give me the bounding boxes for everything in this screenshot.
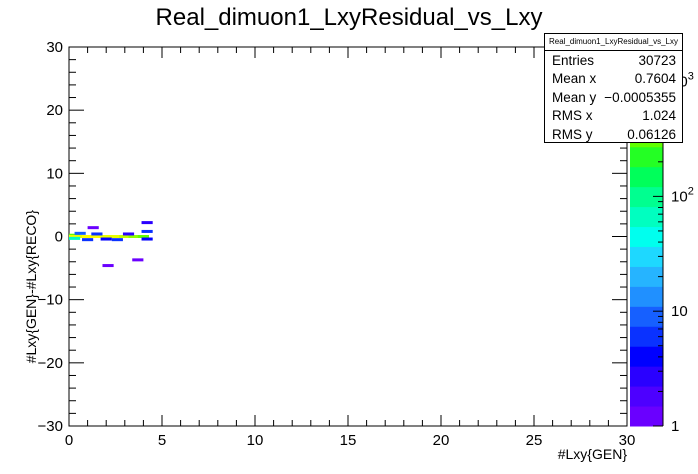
- palette-segment: [630, 346, 663, 367]
- stats-value: 0.7604: [634, 71, 676, 87]
- stats-label: Mean x: [552, 71, 597, 87]
- statistics-box: Real_dimuon1_LxyResidual_vs_Lxy Entries …: [544, 33, 683, 143]
- y-tick-label: −10: [38, 292, 63, 309]
- stats-title: Real_dimuon1_LxyResidual_vs_Lxy: [545, 34, 682, 51]
- heatmap-cell: [69, 236, 81, 240]
- heatmap-cell: [74, 231, 86, 235]
- stats-label: RMS x: [552, 108, 593, 124]
- x-tick-label: 15: [340, 432, 357, 449]
- heatmap-cell: [82, 235, 94, 238]
- palette-tick-label: 10: [671, 303, 688, 320]
- palette-segment: [630, 406, 663, 427]
- stats-label: RMS y: [552, 126, 593, 142]
- y-tick-label: −20: [38, 355, 63, 372]
- palette-segment: [630, 226, 663, 247]
- stats-value: 1.024: [642, 108, 676, 124]
- heatmap-cell: [137, 235, 149, 238]
- stats-row-entries: Entries 30723: [545, 51, 682, 70]
- x-tick-label: 5: [158, 432, 166, 449]
- palette-tick-label: 1: [671, 418, 679, 435]
- x-tick-label: 30: [619, 432, 636, 449]
- heatmap-cell: [74, 235, 86, 238]
- y-tick-label: −30: [38, 418, 63, 435]
- stats-row-mean-y: Mean y −0.0005355: [545, 88, 682, 107]
- heatmap-cell: [122, 232, 135, 236]
- heatmap-cell: [100, 235, 112, 238]
- stats-value: −0.0005355: [604, 89, 676, 105]
- palette-segment: [630, 186, 663, 208]
- stats-label: Mean y: [552, 89, 597, 105]
- y-tick-label: 0: [55, 229, 63, 246]
- palette-segment: [630, 386, 663, 407]
- heatmap-cell: [102, 264, 114, 268]
- stats-value: 30723: [638, 52, 676, 68]
- heatmap-cell: [91, 235, 103, 238]
- palette-tick-label: 102: [671, 185, 694, 205]
- heatmap-cell: [132, 258, 144, 262]
- y-axis-title: #Lxy{GEN}-#Lxy{RECO}: [23, 210, 39, 364]
- heatmap-cell: [119, 235, 131, 238]
- stats-row-rms-x: RMS x 1.024: [545, 107, 682, 126]
- stats-row-mean-x: Mean x 0.7604: [545, 70, 682, 89]
- plot-area: 0 5 10 15 20 25 30 −30 −20 −10 0 10 20 30: [38, 39, 636, 449]
- palette-segment: [630, 266, 663, 287]
- heatmap-cell: [109, 235, 122, 238]
- stats-label: Entries: [552, 52, 595, 68]
- x-tick-label: 0: [65, 432, 73, 449]
- palette-segment: [630, 366, 663, 387]
- heatmap-cell: [91, 232, 103, 236]
- palette-segment: [630, 286, 663, 307]
- heatmap-cell: [111, 238, 123, 242]
- heatmap-cell: [141, 237, 153, 241]
- palette-segment: [630, 206, 663, 228]
- heatmap-cell: [82, 238, 94, 242]
- x-tick-label: 25: [526, 432, 543, 449]
- heatmap-cell: [128, 235, 140, 238]
- chart-title: Real_dimuon1_LxyResidual_vs_Lxy: [156, 4, 543, 31]
- heatmap-cell: [100, 237, 112, 241]
- y-tick-label: 30: [46, 39, 63, 56]
- x-tick-label: 10: [247, 432, 264, 449]
- heatmap-cell: [141, 229, 153, 233]
- stats-value: 0.06126: [627, 126, 676, 142]
- y-tick-label: 10: [46, 165, 63, 182]
- heatmap-cell: [141, 221, 153, 225]
- palette-segment: [630, 146, 663, 168]
- palette-segment: [630, 166, 663, 188]
- y-tick-label: 20: [46, 102, 63, 119]
- stats-row-rms-y: RMS y 0.06126: [545, 125, 682, 144]
- palette-segment: [630, 326, 663, 347]
- palette-segment: [630, 246, 663, 267]
- x-axis-title: #Lxy{GEN}: [558, 446, 628, 462]
- heatmap-cell: [87, 226, 99, 230]
- x-tick-label: 20: [433, 432, 450, 449]
